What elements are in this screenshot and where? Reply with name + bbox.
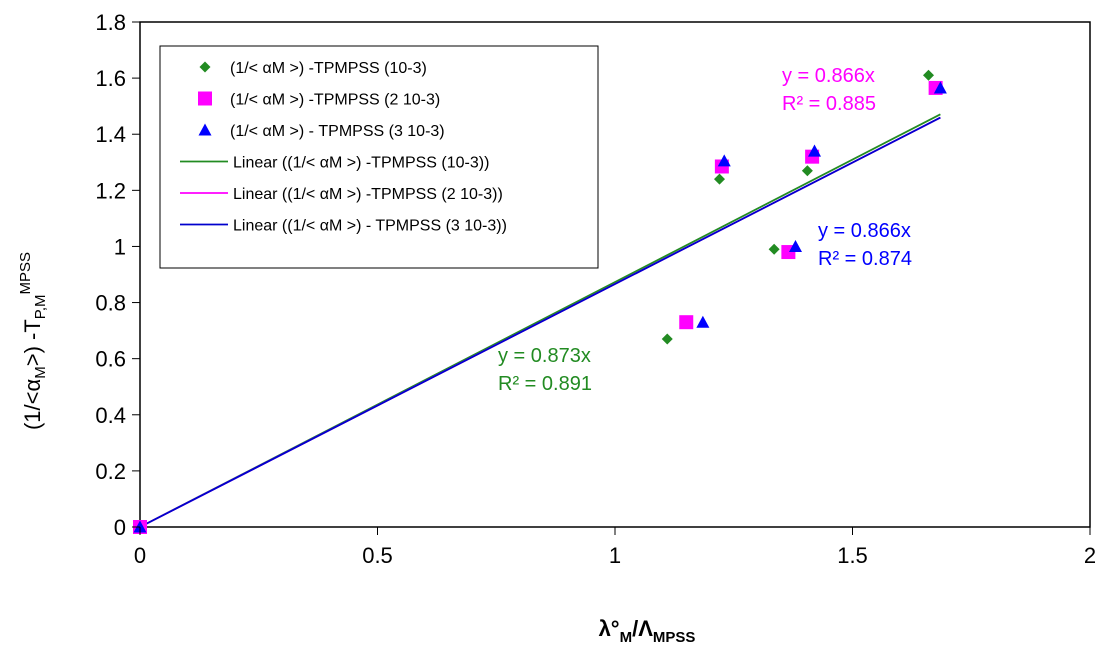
- series-3-point: [789, 239, 802, 252]
- legend-trendline-label-2: Linear ((1/< αM >) -TPMPSS (2 10-3)): [233, 186, 503, 203]
- y-tick-label: 0.6: [95, 347, 126, 372]
- annotation-magenta-r2: R² = 0.885: [782, 93, 876, 115]
- legend: (1/< αM >) -TPMPSS (10-3) (1/< αM >) -TPM…: [159, 45, 599, 269]
- legend-marker-3: [198, 123, 212, 136]
- y-tick-label: 0: [114, 515, 126, 540]
- legend-entries: (1/< αM >) -TPMPSS (10-3) (1/< αM >) -TPM…: [180, 60, 507, 235]
- series-1-point: [714, 173, 725, 185]
- annotation-blue: y = 0.866x R² = 0.874: [818, 220, 912, 270]
- y-tick-label: 1.4: [95, 122, 126, 147]
- y-tick-label: 1.8: [95, 10, 126, 35]
- x-tick-label: 2: [1084, 543, 1096, 568]
- series-3-point: [717, 154, 731, 167]
- annotation-magenta-equation: y = 0.866x: [782, 65, 875, 87]
- annotation-green: y = 0.873x R² = 0.891: [498, 345, 592, 395]
- annotation-green-equation: y = 0.873x: [498, 345, 591, 367]
- x-axis-title-lambda: λ°: [599, 616, 620, 641]
- x-axis-title-capital-lambda: /Λ: [632, 616, 653, 641]
- legend-trendline-label-3: Linear ((1/< αM >) - TPMPSS (3 10-3)): [233, 218, 507, 235]
- series-1-point: [801, 165, 813, 177]
- x-axis-title-sub-mpss: MPSS: [653, 629, 696, 646]
- tick-layer: 0 0.2 0.4 0.6 0.8 1 1.2 1.4 1.6 1.8 0 0.5 1 1.5 2: [95, 10, 1096, 568]
- series-3-point: [933, 81, 947, 94]
- y-tick-label: 1: [114, 234, 126, 259]
- y-tick-label: 1.2: [95, 178, 126, 203]
- x-tick-label: 1.5: [837, 543, 868, 568]
- series-2-point: [679, 315, 694, 330]
- x-axis-title: λ°M/ΛMPSS: [599, 616, 696, 646]
- series-1-point: [661, 333, 673, 345]
- y-axis-title-sub-m: M: [32, 366, 49, 379]
- y-axis-title-part1: (1/<α: [20, 379, 45, 431]
- x-axis-title-sub-m: M: [620, 629, 633, 646]
- legend-label-3: (1/< αM >) - TPMPSS (3 10-3): [230, 123, 445, 140]
- legend-box: [159, 45, 599, 269]
- legend-label-2: (1/< αM >) -TPMPSS (2 10-3): [230, 92, 440, 109]
- annotation-magenta: y = 0.866x R² = 0.885: [782, 65, 876, 115]
- annotation-blue-equation: y = 0.866x: [818, 220, 911, 242]
- y-tick-label: 0.8: [95, 291, 126, 316]
- legend-trendline-label-1: Linear ((1/< αM >) -TPMPSS (10-3)): [233, 155, 489, 172]
- legend-marker-1: [199, 61, 211, 73]
- y-axis-title-sub-pm: P,M: [32, 294, 49, 319]
- x-tick-label: 0.5: [362, 543, 393, 568]
- y-axis-title: (1/<αM>) -TP,MMPSS: [17, 252, 49, 430]
- annotation-blue-r2: R² = 0.874: [818, 248, 912, 270]
- legend-marker-2: [198, 91, 212, 106]
- legend-label-1: (1/< αM >) -TPMPSS (10-3): [230, 60, 427, 77]
- series-1-point: [923, 69, 934, 81]
- y-axis-title-part2: >) -T: [20, 319, 45, 366]
- series-1-point: [768, 243, 780, 255]
- x-tick-label: 1: [609, 543, 621, 568]
- series-3-point: [808, 144, 821, 157]
- trendline-3: [139, 116, 941, 528]
- x-tick-label: 0: [134, 543, 146, 568]
- y-axis-title-sup-mpss: MPSS: [17, 252, 34, 295]
- series-3-point: [696, 315, 710, 328]
- y-tick-label: 0.4: [95, 403, 126, 428]
- trendline-layer: [139, 113, 941, 528]
- y-tick-label: 0.2: [95, 459, 126, 484]
- y-tick-label: 1.6: [95, 66, 126, 91]
- annotation-green-r2: R² = 0.891: [498, 373, 592, 395]
